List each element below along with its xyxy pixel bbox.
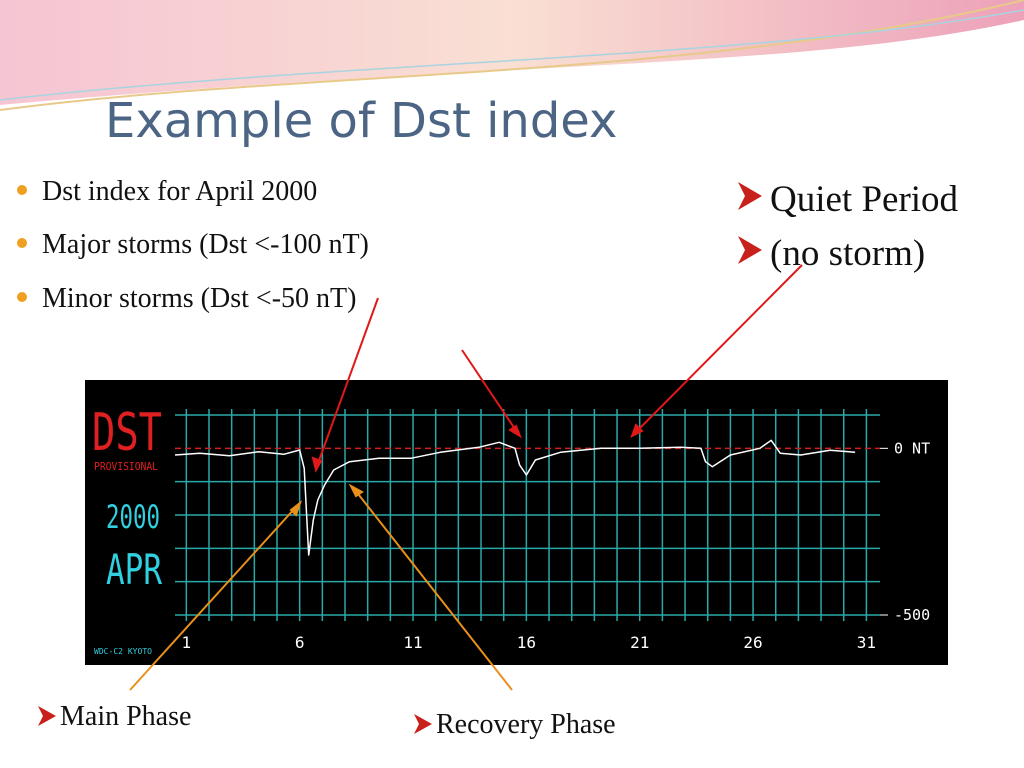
callout: Main Phase <box>60 701 191 732</box>
x-tick-label: 11 <box>403 633 422 652</box>
arrow-bullet <box>738 236 762 264</box>
chart-label: APR <box>106 545 163 594</box>
x-tick-label: 6 <box>295 633 305 652</box>
bullet: Major storms (Dst <-100 nT) <box>42 229 369 260</box>
arrow-head <box>508 424 523 439</box>
header-swoosh <box>0 0 1024 105</box>
chart-label: PROVISIONAL <box>94 460 158 473</box>
arrow-head <box>311 456 323 473</box>
y-tick-label: 0 NT <box>894 439 930 457</box>
bullet: Dst index for April 2000 <box>42 176 317 207</box>
arrow <box>316 297 379 467</box>
callout: (no storm) <box>770 233 925 274</box>
arrows <box>129 264 803 691</box>
chart-label: 2000 <box>106 498 160 536</box>
bullet: Minor storms (Dst <-50 nT) <box>42 283 356 314</box>
x-tick-label: 16 <box>517 633 536 652</box>
arrow-bullet <box>738 182 762 210</box>
x-tick-label: 31 <box>857 633 876 652</box>
x-tick-label: 26 <box>743 633 762 652</box>
dst-trace <box>174 439 856 556</box>
bullet-dot <box>17 185 27 195</box>
chart-label: WDC-C2 KYOTO <box>94 647 152 656</box>
header-line <box>0 0 1024 111</box>
arrow-head <box>630 423 644 439</box>
bullet-dot <box>17 292 27 302</box>
bullet-dot <box>17 238 27 248</box>
callout: Recovery Phase <box>436 709 616 740</box>
arrow-bullet <box>38 706 56 726</box>
x-tick-label: 1 <box>182 633 192 652</box>
arrow-head <box>348 483 364 498</box>
arrow <box>129 506 297 691</box>
callout: Quiet Period <box>770 179 959 220</box>
arrow-bullet <box>414 714 432 734</box>
header-line <box>0 9 1024 101</box>
y-tick-label: -500 <box>894 606 930 624</box>
chart-background <box>85 380 948 665</box>
chart-label: DST <box>92 403 162 463</box>
arrow <box>354 489 513 691</box>
x-tick-label: 21 <box>630 633 649 652</box>
arrow-head <box>289 500 302 517</box>
arrow <box>461 349 518 433</box>
arrow <box>635 264 803 433</box>
slide-title: Example of Dst index <box>105 93 617 149</box>
